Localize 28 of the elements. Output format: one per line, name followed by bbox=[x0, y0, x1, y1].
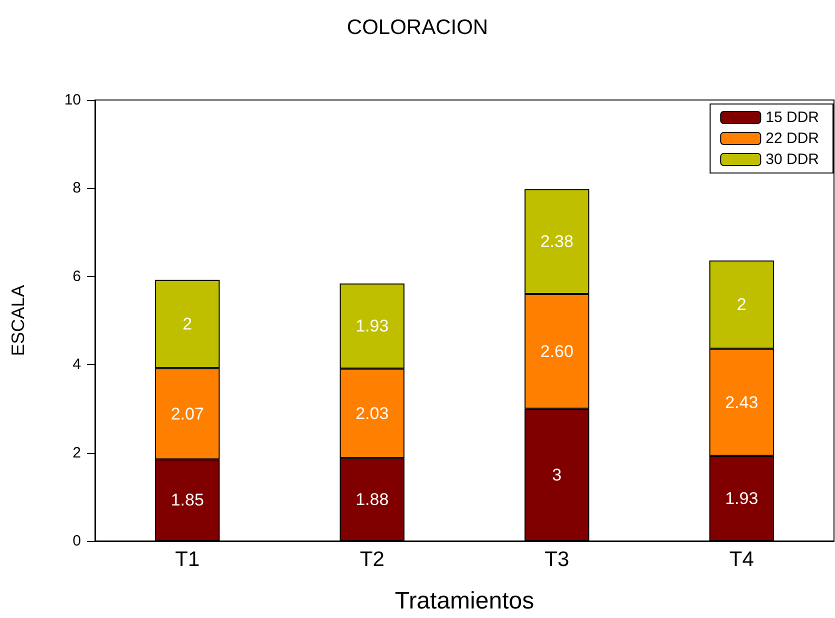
data-label: 2.07 bbox=[170, 404, 204, 424]
data-label: 1.93 bbox=[356, 316, 389, 336]
y-tick-label: 6 bbox=[72, 268, 81, 285]
y-axis-title: ESCALA bbox=[8, 284, 28, 356]
data-label: 3 bbox=[552, 465, 562, 484]
y-tick-label: 10 bbox=[64, 92, 81, 108]
data-label: 2 bbox=[736, 295, 746, 314]
x-tick-label: T3 bbox=[544, 548, 570, 571]
y-tick-label: 4 bbox=[72, 356, 81, 374]
x-tick-label: T4 bbox=[729, 548, 754, 571]
data-label: 2 bbox=[182, 314, 192, 334]
data-label: 2.60 bbox=[540, 342, 574, 361]
legend-label: 30 DDR bbox=[766, 151, 820, 168]
x-tick-label: T1 bbox=[175, 548, 200, 571]
legend-label: 15 DDR bbox=[766, 109, 820, 126]
data-label: 2.38 bbox=[540, 232, 574, 252]
data-label: 1.85 bbox=[170, 490, 204, 510]
legend-label: 22 DDR bbox=[766, 130, 820, 147]
data-label: 2.43 bbox=[725, 392, 758, 412]
data-label: 2.03 bbox=[356, 404, 389, 423]
data-label: 1.93 bbox=[725, 488, 758, 508]
y-tick-label: 0 bbox=[72, 532, 81, 550]
y-tick-label: 2 bbox=[72, 444, 81, 462]
y-tick-label: 8 bbox=[72, 180, 81, 197]
chart-title: COLORACION bbox=[346, 16, 488, 39]
x-tick-label: T2 bbox=[360, 548, 384, 571]
x-axis-title: Tratamientos bbox=[394, 588, 534, 614]
data-label: 1.88 bbox=[356, 490, 389, 510]
